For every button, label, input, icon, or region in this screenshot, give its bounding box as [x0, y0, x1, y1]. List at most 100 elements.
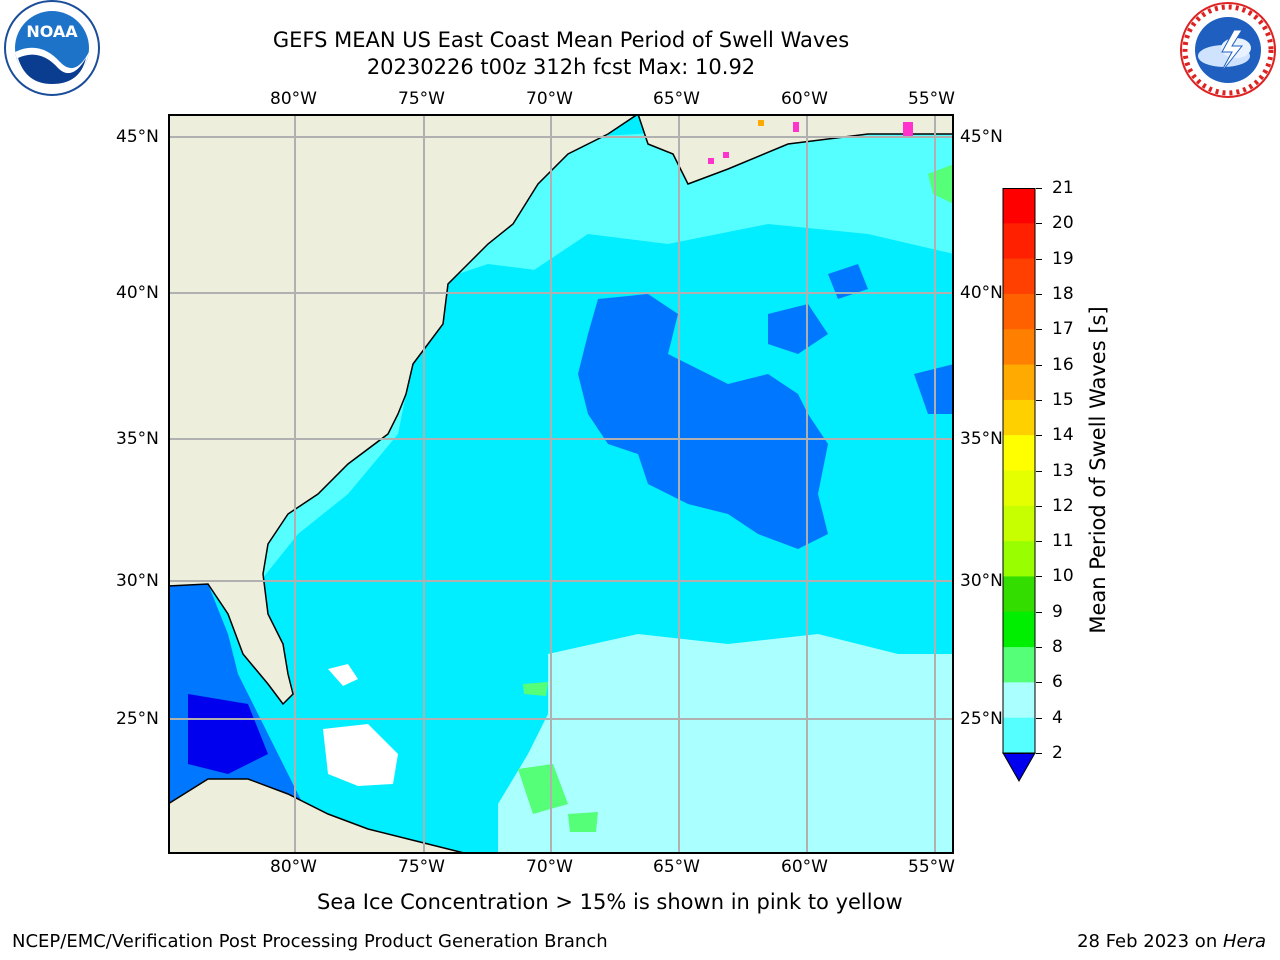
map-frame — [168, 114, 954, 854]
colorbar-tick-mark — [1036, 258, 1042, 260]
colorbar-tick-label: 8 — [1052, 637, 1063, 658]
lat-label-left: 45°N — [116, 127, 159, 147]
colorbar-segment — [1003, 505, 1035, 542]
colorbar-segment — [1003, 576, 1035, 613]
swell-contour-4-6s — [258, 264, 954, 674]
colorbar-tick-mark — [1036, 329, 1042, 331]
land-us-east-coast — [168, 114, 640, 706]
colorbar-tick-label: 17 — [1052, 319, 1074, 340]
colorbar-tick-label: 16 — [1052, 354, 1074, 375]
colorbar-tick-mark — [1036, 505, 1042, 507]
colorbar-tick-label: 11 — [1052, 531, 1074, 552]
lon-label-top: 70°W — [526, 89, 573, 109]
colorbar-tick-label: 19 — [1052, 248, 1074, 269]
colorbar-segment — [1003, 329, 1035, 366]
colorbar-segment — [1003, 470, 1035, 507]
colorbar-tick-label: 10 — [1052, 566, 1074, 587]
colorbar-tick-label: 4 — [1052, 707, 1063, 728]
colorbar-tick-label: 6 — [1052, 672, 1063, 693]
colorbar-tick-label: 18 — [1052, 283, 1074, 304]
colorbar-tick-mark — [1036, 399, 1042, 401]
footer-machine: Hera — [1222, 931, 1266, 952]
colorbar-tick-label: 9 — [1052, 601, 1063, 622]
svg-text:NOAA: NOAA — [26, 22, 78, 41]
lat-label-right: 25°N — [960, 709, 1003, 729]
swell-patch-9-10s — [518, 764, 568, 814]
chart-title: GEFS MEAN US East Coast Mean Period of S… — [272, 28, 850, 52]
lat-label-right: 45°N — [960, 127, 1003, 147]
colorbar-segment — [1003, 682, 1035, 719]
lon-label-top: 55°W — [908, 89, 955, 109]
colorbar-segment — [1003, 399, 1035, 436]
swell-patch-9-10s — [523, 682, 548, 696]
nodata-patch — [328, 664, 358, 686]
colorbar-tick-mark — [1036, 541, 1042, 543]
sea-ice-cell — [758, 120, 764, 126]
colorbar-tick-mark — [1036, 435, 1042, 437]
sea-ice-cell — [708, 158, 714, 164]
swell-patch — [768, 304, 828, 354]
colorbar-tick-mark — [1036, 188, 1042, 189]
nws-logo — [1176, 0, 1280, 100]
colorbar-tick-mark — [1036, 647, 1042, 649]
colorbar-tick-mark — [1036, 293, 1042, 295]
lon-label-bottom: 55°W — [908, 857, 955, 877]
colorbar-tick-mark — [1036, 753, 1042, 754]
noaa-logo: NOAA — [0, 0, 104, 100]
colorbar-tick-label: 14 — [1052, 425, 1074, 446]
colorbar-tick-label: 15 — [1052, 389, 1074, 410]
colorbar-tick-label: 20 — [1052, 213, 1074, 234]
colorbar-tick-label: 2 — [1052, 743, 1063, 763]
lon-label-bottom: 80°W — [270, 857, 317, 877]
swell-patch-9-10s — [568, 812, 598, 832]
colorbar-segment — [1003, 223, 1035, 260]
swell-contour-8-9s — [498, 634, 954, 854]
colorbar-segment — [1003, 188, 1035, 224]
colorbar-segment — [1003, 364, 1035, 401]
lat-label-left: 25°N — [116, 709, 159, 729]
colorbar-tick-mark — [1036, 223, 1042, 225]
colorbar-label: Mean Period of Swell Waves [s] — [1086, 306, 1110, 634]
lat-label-left: 35°N — [116, 429, 159, 449]
chart-subtitle: 20230226 t00z 312h fcst Max: 10.92 — [366, 55, 756, 79]
sea-ice-cell — [903, 122, 913, 136]
lat-label-left: 30°N — [116, 571, 159, 591]
lon-label-top: 65°W — [653, 89, 700, 109]
colorbar-segment — [1003, 435, 1035, 471]
lon-label-bottom: 70°W — [526, 857, 573, 877]
lon-label-bottom: 75°W — [398, 857, 445, 877]
colorbar-segment — [1003, 717, 1035, 754]
bahamas-nodata — [323, 724, 398, 786]
sea-ice-cell — [793, 122, 799, 132]
lon-label-top: 80°W — [270, 89, 317, 109]
sea-ice-note: Sea Ice Concentration > 15% is shown in … — [317, 890, 903, 914]
footer-date: 28 Feb 2023 on Hera — [1077, 931, 1266, 952]
gulf-patch — [188, 694, 268, 774]
footer-date-text: 28 Feb 2023 on — [1077, 931, 1223, 952]
lat-label-right: 30°N — [960, 571, 1003, 591]
colorbar-tick-label: 12 — [1052, 495, 1074, 516]
colorbar-tick-mark — [1036, 470, 1042, 472]
swell-period-map — [168, 114, 954, 854]
colorbar-segment — [1003, 258, 1035, 295]
colorbar-segment — [1003, 293, 1035, 330]
sea-ice-cell — [723, 152, 729, 158]
lat-label-right: 40°N — [960, 283, 1003, 303]
lon-label-top: 75°W — [398, 89, 445, 109]
graticule — [168, 114, 954, 854]
colorbar-tick-mark — [1036, 611, 1042, 613]
land-canada — [637, 114, 954, 185]
colorbar-tick-mark — [1036, 576, 1042, 578]
lon-label-bottom: 60°W — [781, 857, 828, 877]
colorbar-segment — [1003, 541, 1035, 577]
lon-label-top: 60°W — [781, 89, 828, 109]
colorbar — [1002, 188, 1036, 788]
colorbar-tick-mark — [1036, 364, 1042, 366]
footer-credit: NCEP/EMC/Verification Post Processing Pr… — [12, 931, 608, 952]
colorbar-frame — [1002, 188, 1036, 754]
lat-label-left: 40°N — [116, 283, 159, 303]
lat-label-right: 35°N — [960, 429, 1003, 449]
colorbar-tick-mark — [1036, 682, 1042, 684]
colorbar-extend-min — [1002, 752, 1036, 783]
land-cuba — [168, 778, 469, 854]
